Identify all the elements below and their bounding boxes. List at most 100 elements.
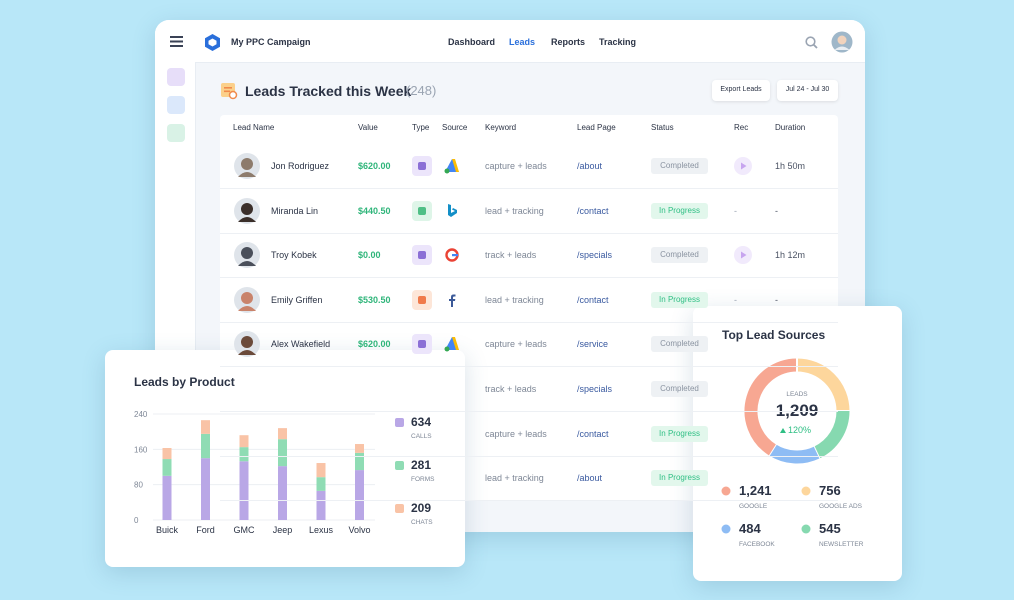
play-button[interactable] bbox=[734, 246, 752, 265]
row-divider bbox=[220, 500, 838, 501]
date-picker[interactable] bbox=[777, 80, 838, 101]
duration: - bbox=[775, 294, 778, 305]
glyph bbox=[452, 337, 459, 351]
bar-segment bbox=[162, 448, 172, 460]
logo bbox=[205, 34, 220, 51]
status-pill bbox=[651, 247, 708, 264]
y-tick-label: 240 bbox=[134, 410, 148, 419]
status-pill bbox=[651, 425, 708, 442]
source-icon bbox=[449, 294, 456, 307]
sidebar-icon[interactable] bbox=[167, 96, 185, 114]
avatar-head bbox=[241, 202, 253, 215]
column-header: Rec bbox=[734, 123, 749, 132]
glyph bbox=[452, 159, 459, 172]
search-button[interactable] bbox=[805, 36, 818, 49]
date-range: Jul 24 - Jul 30 bbox=[785, 86, 830, 93]
bar-segment bbox=[355, 444, 364, 453]
source-icon bbox=[444, 337, 459, 352]
legend-swatch bbox=[395, 418, 404, 427]
type-glyph bbox=[418, 251, 426, 260]
export-label: Export Leads bbox=[720, 86, 762, 93]
bar-segment bbox=[355, 470, 364, 520]
center-change: 120% bbox=[788, 425, 811, 435]
column-header: Source bbox=[442, 123, 468, 132]
status-pill bbox=[651, 291, 708, 308]
rec: - bbox=[734, 205, 737, 216]
column-header: Keyword bbox=[485, 123, 517, 132]
duration: 1h 12m bbox=[775, 250, 806, 261]
bar-segment bbox=[355, 452, 364, 471]
y-tick-label: 160 bbox=[134, 445, 148, 454]
source-icon bbox=[445, 248, 459, 262]
sidebar-icon[interactable] bbox=[167, 68, 185, 86]
play-button[interactable] bbox=[734, 157, 752, 175]
legend-value: 545 bbox=[819, 521, 841, 536]
legend-total: 281 bbox=[411, 458, 431, 472]
y-tick-label: 80 bbox=[134, 481, 143, 490]
source-icon bbox=[444, 159, 459, 174]
row-divider bbox=[220, 411, 838, 412]
chart-title: Top Lead Sources bbox=[722, 328, 825, 342]
play-glyph bbox=[741, 251, 747, 259]
x-tick-label: Lexus bbox=[309, 525, 334, 535]
status-pill bbox=[651, 470, 708, 487]
keyword: track + leads bbox=[485, 250, 537, 261]
status: In Progress bbox=[659, 294, 700, 304]
legend-dot bbox=[721, 524, 731, 534]
column-header: Status bbox=[651, 123, 674, 132]
legend-value: 484 bbox=[739, 521, 761, 536]
user-avatar[interactable] bbox=[831, 31, 853, 53]
avatar-head bbox=[241, 158, 253, 170]
legend-label: FORMS bbox=[411, 476, 435, 483]
change-arrow bbox=[780, 428, 786, 433]
lead-page: /contact bbox=[577, 428, 609, 439]
avatar-body bbox=[238, 172, 256, 177]
legend-label: GOOGLE ADS bbox=[819, 503, 863, 510]
export-button[interactable] bbox=[712, 80, 770, 101]
row-divider bbox=[220, 233, 838, 234]
lead-page: /specials bbox=[577, 384, 613, 394]
type-glyph bbox=[418, 206, 426, 215]
bar-segment bbox=[316, 490, 326, 520]
keyword: track + leads bbox=[485, 384, 537, 394]
status: Completed bbox=[660, 384, 699, 393]
nav-link[interactable]: Leads bbox=[509, 37, 536, 47]
leads-count: (248) bbox=[406, 83, 437, 98]
bar-segment bbox=[278, 439, 287, 467]
status-pill bbox=[651, 202, 708, 219]
legend-dot bbox=[801, 524, 811, 534]
lead-value: $530.50 bbox=[358, 294, 391, 305]
lead-avatar bbox=[234, 331, 260, 358]
lead-name: Miranda Lin bbox=[271, 205, 319, 216]
type-icon bbox=[412, 289, 432, 310]
keyword: lead + tracking bbox=[485, 294, 544, 305]
row-divider bbox=[220, 366, 838, 367]
app-title: My PPC Campaign bbox=[231, 37, 311, 47]
y-tick-label: 0 bbox=[134, 516, 139, 525]
menu-button[interactable] bbox=[170, 36, 183, 47]
column-header: Duration bbox=[775, 123, 806, 132]
nav-link[interactable]: Dashboard bbox=[448, 37, 496, 47]
bar-segment bbox=[201, 458, 210, 520]
bar-segment bbox=[162, 459, 172, 476]
status-pill bbox=[651, 158, 708, 174]
bar-segment bbox=[316, 463, 326, 478]
status: In Progress bbox=[659, 205, 700, 215]
avatar-body bbox=[238, 261, 256, 267]
x-tick-label: Ford bbox=[196, 525, 215, 535]
sidebar-icon[interactable] bbox=[167, 124, 185, 142]
duration: - bbox=[775, 205, 778, 216]
x-tick-label: GMC bbox=[234, 525, 255, 535]
legend-dot bbox=[801, 486, 811, 496]
glyph bbox=[452, 254, 458, 257]
keyword: lead + tracking bbox=[485, 205, 544, 216]
keyword: lead + tracking bbox=[485, 473, 544, 484]
nav-link[interactable]: Reports bbox=[551, 37, 586, 47]
column-header: Type bbox=[412, 123, 430, 132]
lead-avatar bbox=[234, 242, 260, 269]
legend-label: CALLS bbox=[411, 433, 432, 440]
nav-link[interactable]: Tracking bbox=[599, 37, 637, 47]
lead-avatar bbox=[234, 197, 260, 224]
keyword: capture + leads bbox=[485, 161, 547, 171]
status: In Progress bbox=[659, 428, 700, 438]
